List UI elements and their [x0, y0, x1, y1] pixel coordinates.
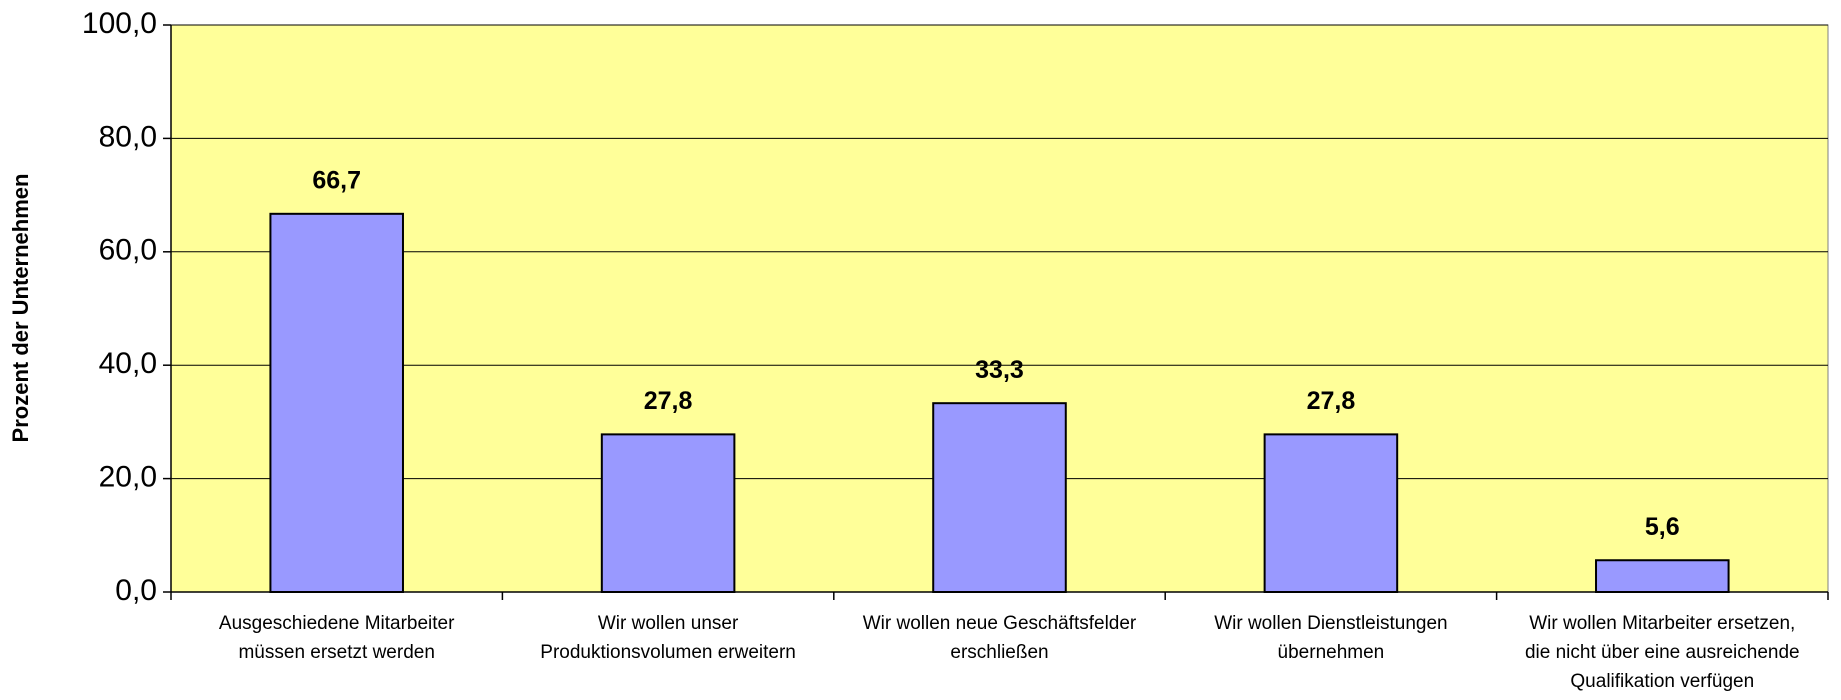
bar: [1263, 433, 1399, 593]
value-label: 27,8: [1307, 387, 1356, 415]
y-axis-label: Prozent der Unternehmen: [8, 174, 33, 443]
bar: [600, 433, 736, 593]
x-tick-label: erschließen: [950, 642, 1048, 663]
x-tick-label: Qualifikation verfügen: [1570, 671, 1754, 692]
y-tick-label: 40,0: [99, 347, 157, 380]
x-tick-label: Wir wollen unser: [598, 613, 739, 634]
x-tick-label: übernehmen: [1278, 642, 1385, 663]
x-tick-label: Wir wollen neue Geschäftsfelder: [863, 613, 1137, 634]
value-label: 27,8: [644, 387, 693, 415]
x-tick-label: Produktionsvolumen erweitern: [540, 642, 796, 663]
value-label: 33,3: [975, 356, 1024, 384]
x-tick-label: die nicht über eine ausreichende: [1525, 642, 1800, 663]
bar: [269, 212, 404, 593]
y-tick-label: 0,0: [115, 574, 157, 607]
y-tick-label: 60,0: [99, 234, 157, 267]
x-tick-label: Ausgeschiedene Mitarbeiter: [219, 613, 455, 634]
bar: [1595, 559, 1730, 593]
y-tick-label: 20,0: [99, 461, 157, 494]
x-tick-label: müssen ersetzt werden: [238, 642, 434, 663]
y-tick-label: 80,0: [99, 120, 157, 153]
x-tick-label: Wir wollen Mitarbeiter ersetzen,: [1529, 613, 1795, 634]
x-tick-label: Wir wollen Dienstleistungen: [1214, 613, 1447, 634]
bar: [932, 402, 1067, 593]
value-label: 66,7: [312, 166, 361, 194]
value-label: 5,6: [1645, 513, 1680, 541]
y-tick-label: 100,0: [82, 7, 157, 40]
